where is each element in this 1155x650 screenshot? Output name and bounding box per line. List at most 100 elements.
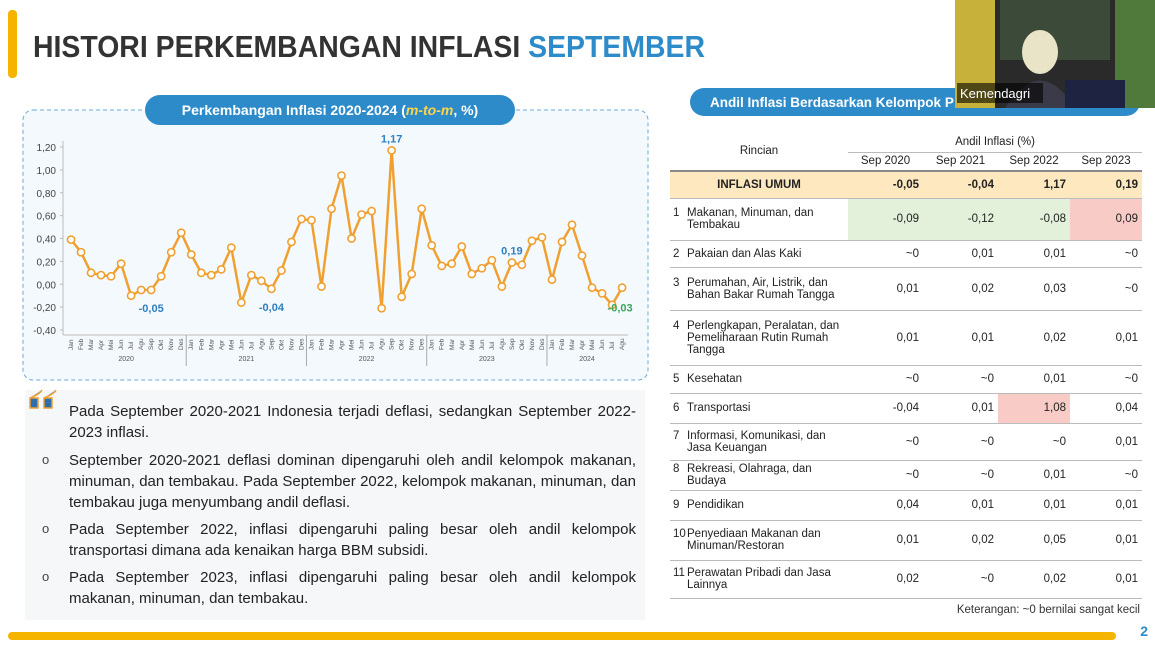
- cell-value: ~0: [1070, 240, 1143, 268]
- cell-value: ~0: [1070, 267, 1143, 311]
- cell-value: 0,01: [923, 490, 998, 521]
- x-tick-label: Okt: [519, 340, 526, 350]
- row-number: 5: [673, 373, 680, 385]
- data-label: 1,17: [381, 133, 402, 145]
- cell-value: -0,04: [848, 393, 923, 424]
- data-point: [136, 285, 146, 295]
- row-text: Penyediaan Makanan dan Minuman/Restoran: [687, 528, 821, 552]
- row-text: Pendidikan: [687, 499, 744, 511]
- x-tick-label: Jul: [489, 341, 496, 350]
- cell-value: 0,01: [923, 240, 998, 268]
- cell-value: 0,01: [923, 393, 998, 424]
- data-point: [226, 243, 236, 253]
- cell-value: 0,01: [1070, 560, 1143, 599]
- row-number: 2: [673, 247, 680, 260]
- cell-value: ~0: [923, 365, 998, 394]
- data-point: [277, 266, 286, 275]
- header-row: Sep 2020 Sep 2021 Sep 2022 Sep 2023: [670, 152, 1143, 172]
- data-point: [547, 275, 557, 285]
- x-tick-label: Nov: [529, 338, 536, 350]
- row-label: 7 Informasi, Komunikasi, dan Jasa Keuanga…: [673, 430, 845, 454]
- page-number: 2: [1140, 623, 1148, 639]
- x-tick-label: Apr: [579, 339, 586, 350]
- cell-value: 0,02: [923, 267, 998, 311]
- cell-value: 0,03: [998, 267, 1070, 311]
- cell-value: -0,12: [923, 198, 998, 241]
- cell-value: 0,04: [1070, 393, 1143, 424]
- data-point: [527, 236, 537, 246]
- x-tick-label: Sep: [148, 338, 155, 350]
- chart-title-end: , %): [453, 102, 478, 118]
- data-label: -0,04: [259, 302, 285, 314]
- table-row: 7 Informasi, Komunikasi, dan Jasa Keuanga…: [670, 423, 1143, 461]
- x-tick-label: Agu: [499, 338, 506, 350]
- cell-value: ~0: [848, 240, 923, 268]
- cell-value: 0,01: [998, 490, 1070, 521]
- table-row: 10 Penyediaan Makanan dan Minuman/Restora…: [670, 520, 1143, 561]
- data-point: [287, 237, 296, 247]
- table-body: Rincian Andil Inflasi (%) Sep 2020 Sep 2021…: [670, 132, 1143, 599]
- row-label: 9 Pendidikan: [673, 499, 845, 511]
- header-cell: Sep 2022: [998, 152, 1070, 172]
- data-point: [587, 283, 597, 293]
- cell-value: 0,01: [1070, 520, 1143, 561]
- cell-value: 0,02: [923, 520, 998, 561]
- row-number: 6: [673, 402, 680, 414]
- cell-value: -0,04: [923, 171, 998, 199]
- slide-title: HISTORI PERKEMBANGAN INFLASI SEPTEMBER: [33, 29, 705, 64]
- data-point: [537, 232, 547, 242]
- row-label-cell: 11 Perawatan Pribadi dan Jasa Lainnya: [670, 560, 848, 599]
- year-label: 2020: [118, 356, 134, 363]
- cell-value: -0,09: [848, 198, 923, 241]
- data-point: [387, 146, 397, 155]
- quote-icon: [29, 389, 57, 409]
- data-point: [497, 282, 507, 291]
- bullet-marker: o: [42, 452, 50, 467]
- cell-value: 0,01: [923, 310, 998, 366]
- data-point: [597, 288, 607, 298]
- bullet-text: Pada September 2022, inflasi dipengaruhi…: [69, 521, 636, 559]
- year-label: 2023: [479, 356, 495, 363]
- row-text: Perumahan, Air, Listrik, dan Bahan Bakar…: [687, 276, 835, 301]
- x-tick-label: Agu: [619, 338, 626, 350]
- data-label: -0,05: [139, 303, 164, 315]
- cell-value: ~0: [848, 460, 923, 491]
- data-point: [347, 234, 356, 243]
- row-label-cell: 10 Penyediaan Makanan dan Minuman/Restora…: [670, 520, 848, 561]
- cell-value: 0,01: [998, 365, 1070, 394]
- cell-value: ~0: [1070, 365, 1143, 394]
- x-tick-label: Apr: [98, 339, 105, 350]
- data-point: [457, 242, 467, 251]
- table-note: Keterangan: ~0 bernilai sangat kecil: [957, 604, 1140, 616]
- title-highlight: SEPTEMBER: [528, 29, 705, 64]
- x-tick-label: Agu: [379, 338, 386, 350]
- row-number: 8: [673, 463, 680, 475]
- x-tick-label: Mei: [349, 340, 356, 350]
- cell-value: ~0: [1070, 460, 1143, 491]
- x-tick-label: Jun: [479, 339, 486, 350]
- contribution-table: Rincian Andil Inflasi (%) Sep 2020 Sep 2021…: [670, 132, 1143, 599]
- row-label: 1 Makanan, Minuman, dan Tembakau: [673, 207, 845, 231]
- data-point: [206, 270, 216, 280]
- x-tick-label: Des: [298, 338, 305, 350]
- data-point: [427, 240, 437, 250]
- y-tick-label: 1,00: [37, 166, 57, 177]
- row-label: 2 Pakaian dan Alas Kaki: [673, 248, 845, 260]
- data-point: [517, 260, 527, 270]
- x-tick-label: Des: [419, 338, 426, 350]
- x-tick-label: Mar: [569, 338, 576, 350]
- x-tick-label: Mar: [449, 338, 456, 350]
- x-tick-label: Sep: [268, 338, 275, 350]
- title-main: HISTORI PERKEMBANGAN INFLASI: [33, 29, 528, 64]
- header-cell: Sep 2021: [923, 152, 998, 172]
- y-tick-label: 0,20: [37, 257, 57, 268]
- x-tick-label: Nov: [409, 338, 416, 350]
- data-point: [186, 250, 196, 259]
- data-label: 0,19: [501, 246, 522, 258]
- cell-value: ~0: [848, 423, 923, 461]
- x-tick-label: Jan: [308, 339, 315, 350]
- cell-value: 0,01: [998, 460, 1070, 491]
- x-tick-label: Okt: [399, 340, 406, 350]
- data-point: [216, 264, 226, 274]
- row-text: Perlengkapan, Peralatan, dan Pemeliharaa…: [687, 319, 840, 356]
